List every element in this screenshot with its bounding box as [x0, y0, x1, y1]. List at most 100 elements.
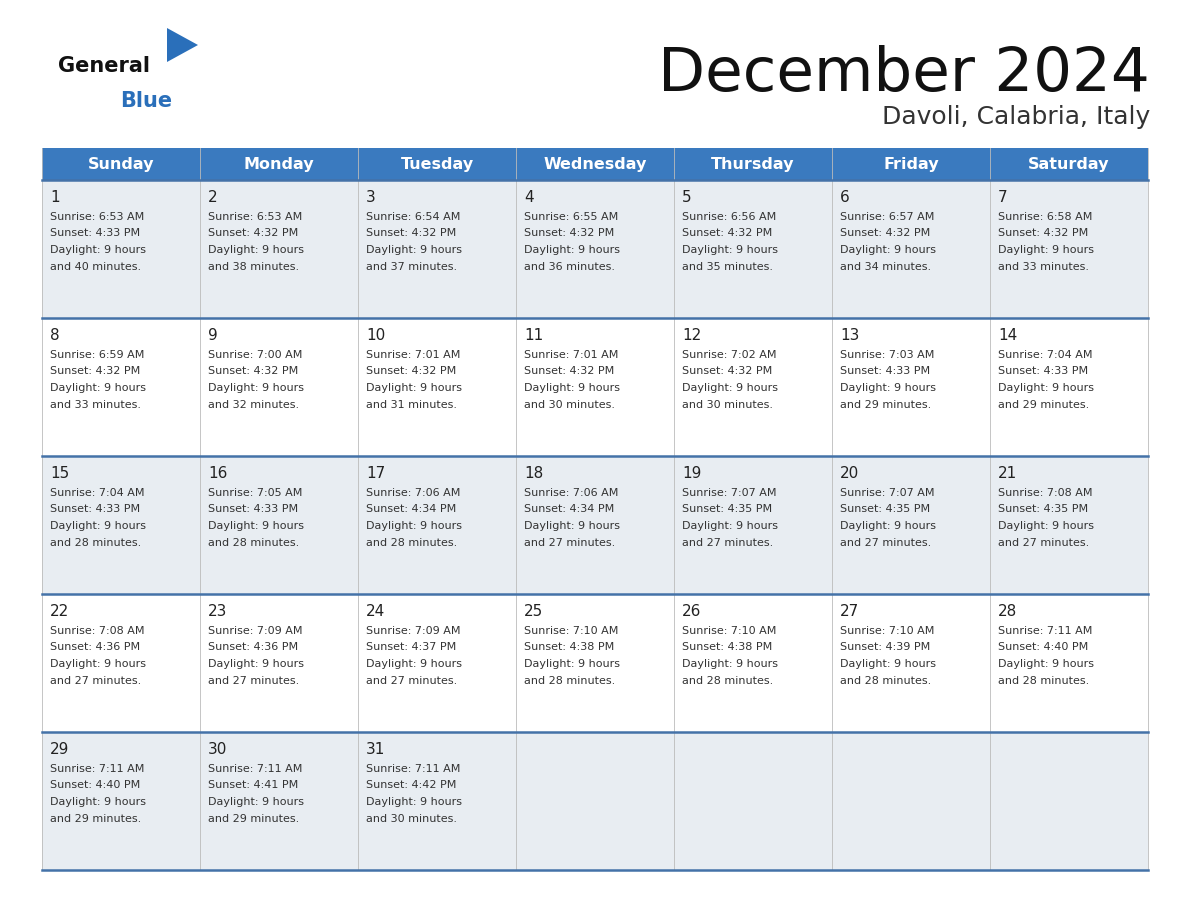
Text: Sunset: 4:32 PM: Sunset: 4:32 PM	[524, 229, 614, 239]
Text: Sunset: 4:32 PM: Sunset: 4:32 PM	[50, 366, 140, 376]
Text: and 28 minutes.: and 28 minutes.	[50, 538, 141, 547]
Text: and 28 minutes.: and 28 minutes.	[840, 676, 931, 686]
Text: and 28 minutes.: and 28 minutes.	[998, 676, 1089, 686]
Text: and 28 minutes.: and 28 minutes.	[366, 538, 457, 547]
Text: and 29 minutes.: and 29 minutes.	[50, 813, 141, 823]
Text: 7: 7	[998, 190, 1007, 205]
Text: Wednesday: Wednesday	[543, 156, 646, 172]
Text: 3: 3	[366, 190, 375, 205]
Text: Sunrise: 7:11 AM: Sunrise: 7:11 AM	[366, 764, 461, 774]
Text: 22: 22	[50, 604, 69, 619]
Text: Sunrise: 6:55 AM: Sunrise: 6:55 AM	[524, 212, 618, 222]
Text: Blue: Blue	[120, 91, 172, 111]
Text: and 37 minutes.: and 37 minutes.	[366, 262, 457, 272]
Text: Sunrise: 7:09 AM: Sunrise: 7:09 AM	[208, 626, 303, 636]
Bar	[42, 180, 1148, 318]
Text: 27: 27	[840, 604, 859, 619]
Text: 24: 24	[366, 604, 385, 619]
Text: 10: 10	[366, 328, 385, 343]
Text: Sunset: 4:33 PM: Sunset: 4:33 PM	[840, 366, 930, 376]
Text: Daylight: 9 hours: Daylight: 9 hours	[998, 383, 1094, 393]
Text: 30: 30	[208, 742, 227, 757]
Text: and 32 minutes.: and 32 minutes.	[208, 399, 299, 409]
Text: Daylight: 9 hours: Daylight: 9 hours	[208, 659, 304, 669]
Text: Sunset: 4:36 PM: Sunset: 4:36 PM	[50, 643, 140, 653]
Text: Sunrise: 6:56 AM: Sunrise: 6:56 AM	[682, 212, 776, 222]
Text: Sunset: 4:38 PM: Sunset: 4:38 PM	[682, 643, 772, 653]
Text: Sunrise: 7:11 AM: Sunrise: 7:11 AM	[50, 764, 145, 774]
Text: 17: 17	[366, 466, 385, 481]
Text: 5: 5	[682, 190, 691, 205]
Text: Sunset: 4:34 PM: Sunset: 4:34 PM	[366, 505, 456, 514]
Text: Sunset: 4:32 PM: Sunset: 4:32 PM	[208, 366, 298, 376]
Text: 1: 1	[50, 190, 59, 205]
Text: Sunrise: 7:10 AM: Sunrise: 7:10 AM	[840, 626, 935, 636]
Text: and 30 minutes.: and 30 minutes.	[366, 813, 457, 823]
Text: Daylight: 9 hours: Daylight: 9 hours	[208, 383, 304, 393]
Text: Sunrise: 7:10 AM: Sunrise: 7:10 AM	[524, 626, 619, 636]
Text: and 27 minutes.: and 27 minutes.	[50, 676, 141, 686]
Text: Sunrise: 7:07 AM: Sunrise: 7:07 AM	[840, 488, 935, 498]
Text: Sunrise: 6:57 AM: Sunrise: 6:57 AM	[840, 212, 935, 222]
Text: Daylight: 9 hours: Daylight: 9 hours	[524, 383, 620, 393]
Text: and 30 minutes.: and 30 minutes.	[682, 399, 773, 409]
Text: and 29 minutes.: and 29 minutes.	[208, 813, 299, 823]
Text: and 28 minutes.: and 28 minutes.	[682, 676, 773, 686]
Text: and 27 minutes.: and 27 minutes.	[840, 538, 931, 547]
Text: and 33 minutes.: and 33 minutes.	[998, 262, 1089, 272]
Text: Sunrise: 7:10 AM: Sunrise: 7:10 AM	[682, 626, 777, 636]
Text: Daylight: 9 hours: Daylight: 9 hours	[682, 245, 778, 255]
Text: Sunset: 4:40 PM: Sunset: 4:40 PM	[998, 643, 1088, 653]
Bar	[42, 148, 1148, 180]
Text: Sunday: Sunday	[88, 156, 154, 172]
Text: and 29 minutes.: and 29 minutes.	[840, 399, 931, 409]
Text: Daylight: 9 hours: Daylight: 9 hours	[840, 659, 936, 669]
Text: Monday: Monday	[244, 156, 315, 172]
Text: 26: 26	[682, 604, 701, 619]
Text: and 31 minutes.: and 31 minutes.	[366, 399, 457, 409]
Text: Sunrise: 7:04 AM: Sunrise: 7:04 AM	[50, 488, 145, 498]
Text: Sunrise: 6:58 AM: Sunrise: 6:58 AM	[998, 212, 1093, 222]
Text: Sunset: 4:34 PM: Sunset: 4:34 PM	[524, 505, 614, 514]
Text: Sunrise: 7:03 AM: Sunrise: 7:03 AM	[840, 350, 935, 360]
Text: Sunrise: 7:02 AM: Sunrise: 7:02 AM	[682, 350, 777, 360]
Text: Sunset: 4:32 PM: Sunset: 4:32 PM	[682, 366, 772, 376]
Text: Sunset: 4:33 PM: Sunset: 4:33 PM	[208, 505, 298, 514]
Text: and 27 minutes.: and 27 minutes.	[998, 538, 1089, 547]
Text: Daylight: 9 hours: Daylight: 9 hours	[366, 383, 462, 393]
Text: Daylight: 9 hours: Daylight: 9 hours	[366, 797, 462, 807]
Text: Sunset: 4:33 PM: Sunset: 4:33 PM	[50, 229, 140, 239]
Text: 6: 6	[840, 190, 849, 205]
Text: Sunset: 4:32 PM: Sunset: 4:32 PM	[998, 229, 1088, 239]
Text: and 33 minutes.: and 33 minutes.	[50, 399, 141, 409]
Text: Sunrise: 7:06 AM: Sunrise: 7:06 AM	[524, 488, 619, 498]
Text: Sunrise: 7:01 AM: Sunrise: 7:01 AM	[524, 350, 619, 360]
Text: Daylight: 9 hours: Daylight: 9 hours	[50, 521, 146, 531]
Text: Sunset: 4:39 PM: Sunset: 4:39 PM	[840, 643, 930, 653]
Text: Sunset: 4:33 PM: Sunset: 4:33 PM	[50, 505, 140, 514]
Text: Sunset: 4:41 PM: Sunset: 4:41 PM	[208, 780, 298, 790]
Text: Sunrise: 7:08 AM: Sunrise: 7:08 AM	[998, 488, 1093, 498]
Text: Sunrise: 6:59 AM: Sunrise: 6:59 AM	[50, 350, 145, 360]
Text: Daylight: 9 hours: Daylight: 9 hours	[50, 659, 146, 669]
Text: and 35 minutes.: and 35 minutes.	[682, 262, 773, 272]
Text: Sunrise: 6:53 AM: Sunrise: 6:53 AM	[50, 212, 144, 222]
Text: Daylight: 9 hours: Daylight: 9 hours	[998, 521, 1094, 531]
Text: Daylight: 9 hours: Daylight: 9 hours	[208, 797, 304, 807]
Text: Daylight: 9 hours: Daylight: 9 hours	[682, 383, 778, 393]
Text: and 38 minutes.: and 38 minutes.	[208, 262, 299, 272]
Text: Saturday: Saturday	[1029, 156, 1110, 172]
Text: Daylight: 9 hours: Daylight: 9 hours	[998, 245, 1094, 255]
Text: and 27 minutes.: and 27 minutes.	[208, 676, 299, 686]
Text: Friday: Friday	[883, 156, 939, 172]
Text: Sunset: 4:35 PM: Sunset: 4:35 PM	[840, 505, 930, 514]
Text: and 30 minutes.: and 30 minutes.	[524, 399, 615, 409]
Text: 28: 28	[998, 604, 1017, 619]
Text: Daylight: 9 hours: Daylight: 9 hours	[840, 383, 936, 393]
Text: Thursday: Thursday	[712, 156, 795, 172]
Text: 20: 20	[840, 466, 859, 481]
Text: Daylight: 9 hours: Daylight: 9 hours	[524, 659, 620, 669]
Text: and 27 minutes.: and 27 minutes.	[524, 538, 615, 547]
Text: Sunrise: 7:00 AM: Sunrise: 7:00 AM	[208, 350, 303, 360]
Text: Sunset: 4:32 PM: Sunset: 4:32 PM	[840, 229, 930, 239]
